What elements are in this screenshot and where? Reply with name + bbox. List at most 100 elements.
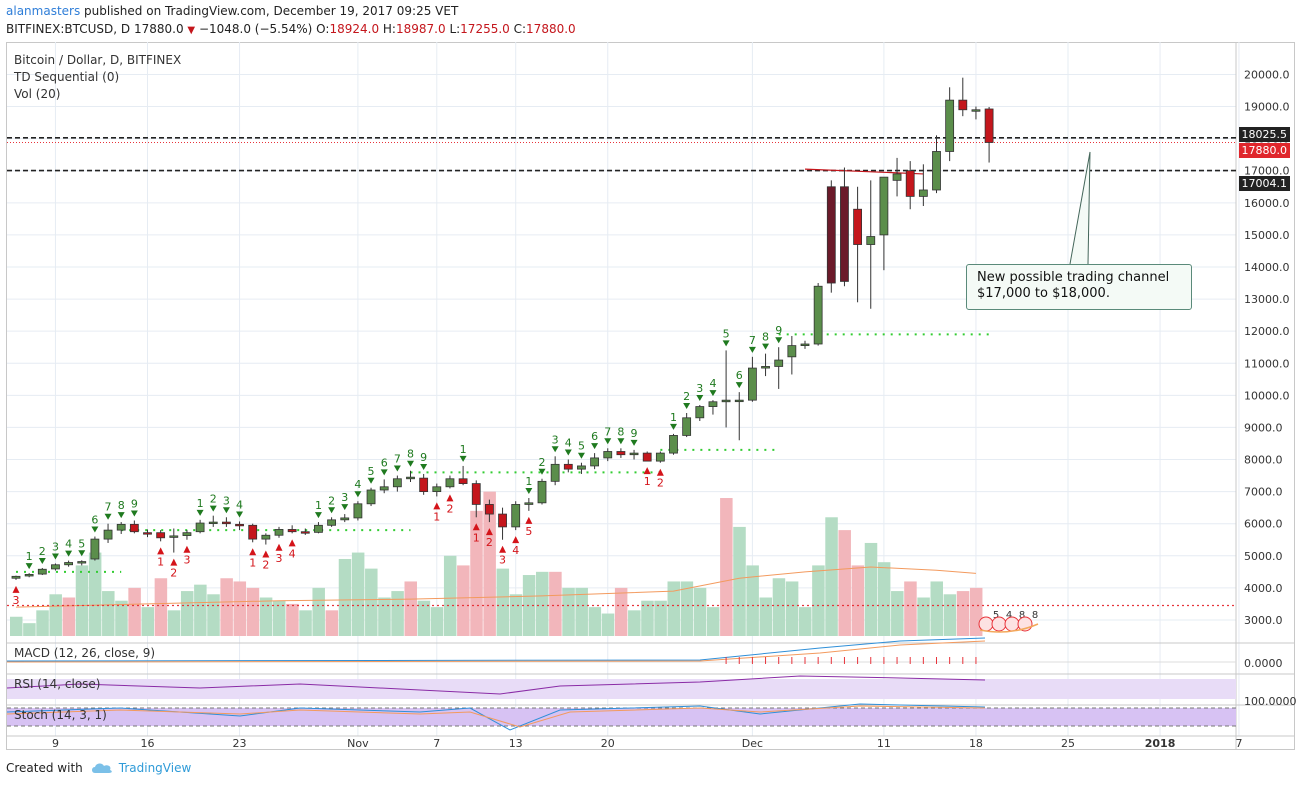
legend-macd: MACD (12, 26, close, 9) bbox=[14, 646, 156, 660]
candle-body bbox=[235, 523, 244, 527]
candle-body bbox=[866, 236, 876, 245]
volume-bar bbox=[194, 584, 207, 636]
td-setup-count: 8 bbox=[617, 425, 624, 438]
volume-bar bbox=[457, 565, 470, 636]
volume-bar bbox=[759, 597, 773, 636]
candle-body bbox=[103, 529, 113, 540]
volume-bar bbox=[930, 581, 943, 636]
candle-body bbox=[932, 151, 941, 191]
macd-line bbox=[6, 637, 986, 662]
x-tick-label: 20 bbox=[601, 737, 615, 750]
td-bottom-arc bbox=[979, 623, 1039, 633]
volume-bar bbox=[378, 597, 391, 636]
td-buy-arrow bbox=[722, 340, 730, 347]
volume-bar bbox=[562, 587, 575, 636]
candle-body bbox=[511, 504, 521, 528]
annotation-callout[interactable]: New possible trading channel $17,000 to … bbox=[966, 264, 1192, 310]
td-setup-count: 9 bbox=[775, 324, 782, 337]
candle-body bbox=[314, 524, 323, 533]
td-bottom-count: 8 bbox=[1019, 610, 1025, 621]
td-setup-count: 2 bbox=[539, 456, 546, 469]
close-value: 17880.0 bbox=[526, 22, 576, 36]
candle-body bbox=[379, 486, 389, 491]
td-buy-arrow bbox=[696, 394, 704, 401]
y-tick-label: 3000.0 bbox=[1244, 614, 1283, 627]
chart-frame bbox=[6, 42, 1295, 750]
price-chart[interactable]: 3000.0 4000.0 5000.0 6000.0 7000.0 8000.0 9000… bbox=[0, 0, 1300, 760]
candle-body bbox=[577, 465, 586, 470]
annotation-line-1: New possible trading channel bbox=[977, 270, 1170, 285]
td-countdown-count: 2 bbox=[657, 477, 664, 490]
low-value: 17255.0 bbox=[460, 22, 510, 36]
candle-body bbox=[616, 451, 626, 456]
td-setup-count: 1 bbox=[315, 499, 322, 512]
volume-bar bbox=[391, 591, 404, 636]
volume-bar bbox=[943, 594, 957, 636]
volume-bar bbox=[628, 610, 641, 636]
td-setup-count: 1 bbox=[670, 411, 677, 424]
volume-bar bbox=[10, 616, 23, 636]
td-bottom-count: 4 bbox=[1006, 610, 1012, 621]
y-tick-label: 19000.0 bbox=[1244, 101, 1290, 114]
y-tick-label: 16000.0 bbox=[1244, 197, 1290, 210]
td-setup-count: 9 bbox=[631, 427, 638, 440]
candle-body bbox=[471, 483, 481, 505]
candle-body bbox=[248, 524, 258, 540]
td-buy-arrow bbox=[354, 491, 362, 498]
td-setup-count: 7 bbox=[749, 334, 756, 347]
volume-bar bbox=[365, 568, 378, 636]
candle-body bbox=[195, 522, 205, 533]
candle-body bbox=[261, 534, 271, 540]
candle-body bbox=[695, 406, 705, 419]
price-change: −1048.0 (−5.54%) bbox=[198, 22, 313, 36]
volume-bar bbox=[680, 581, 694, 636]
td-buy-arrow bbox=[117, 512, 125, 519]
volume-bar bbox=[877, 562, 891, 636]
high-label: H: bbox=[382, 22, 396, 36]
td-setup-count: 1 bbox=[525, 475, 532, 488]
volume-bar bbox=[115, 600, 128, 636]
volume-bar bbox=[654, 600, 667, 636]
last-price: 17880.0 bbox=[133, 22, 184, 36]
volume-bar bbox=[312, 587, 325, 636]
td-sell-arrow bbox=[288, 539, 296, 547]
td-sell-arrow bbox=[262, 550, 270, 558]
volume-bar bbox=[720, 498, 733, 636]
candle-body bbox=[208, 521, 218, 524]
td-countdown-count: 3 bbox=[183, 554, 190, 567]
td-buy-arrow bbox=[328, 507, 336, 514]
volume-bar bbox=[62, 597, 76, 636]
x-tick-label: 7 bbox=[1235, 737, 1242, 750]
td-countdown-count: 4 bbox=[289, 547, 296, 560]
volume-bar bbox=[588, 607, 602, 636]
footer: Created with TradingView bbox=[6, 761, 191, 775]
author-link[interactable]: alanmasters bbox=[6, 4, 81, 18]
candle-body bbox=[274, 529, 284, 536]
legend-volume: Vol (20) bbox=[14, 87, 61, 101]
x-tick-label: 16 bbox=[141, 737, 155, 750]
candle-body bbox=[77, 561, 87, 564]
td-buy-arrow bbox=[459, 455, 467, 462]
candle-body bbox=[11, 575, 21, 579]
volume-bar bbox=[338, 558, 352, 636]
tradingview-link[interactable]: TradingView bbox=[118, 761, 192, 775]
td-setup-count: 3 bbox=[223, 494, 230, 507]
td-buy-arrow bbox=[775, 337, 783, 344]
td-setup-count: 9 bbox=[420, 451, 427, 464]
stoch-d-line bbox=[6, 705, 986, 728]
td-sell-arrow bbox=[643, 467, 651, 475]
candle-body bbox=[734, 399, 744, 403]
candle-body bbox=[879, 176, 889, 236]
candle-body bbox=[51, 564, 60, 570]
tradingview-logo-icon bbox=[91, 762, 113, 774]
td-sell-arrow bbox=[275, 543, 283, 551]
td-setup-count: 4 bbox=[565, 437, 572, 450]
td-buy-arrow bbox=[130, 510, 138, 517]
candle-body bbox=[484, 504, 494, 515]
td-buy-arrow bbox=[38, 557, 46, 564]
td-setup-count: 7 bbox=[394, 453, 401, 466]
td-buy-arrow bbox=[748, 346, 756, 353]
volume-bar bbox=[128, 587, 141, 636]
td-buy-arrow bbox=[367, 477, 375, 484]
candle-body bbox=[590, 457, 599, 467]
